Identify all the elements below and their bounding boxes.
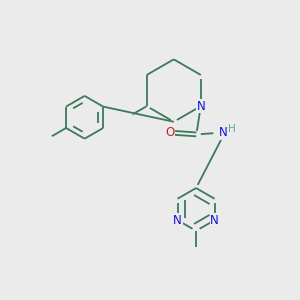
Text: N: N [173, 214, 182, 226]
Text: N: N [210, 214, 219, 226]
Text: H: H [228, 124, 236, 134]
Text: N: N [219, 126, 227, 140]
Text: O: O [165, 126, 174, 140]
Text: N: N [196, 100, 205, 113]
